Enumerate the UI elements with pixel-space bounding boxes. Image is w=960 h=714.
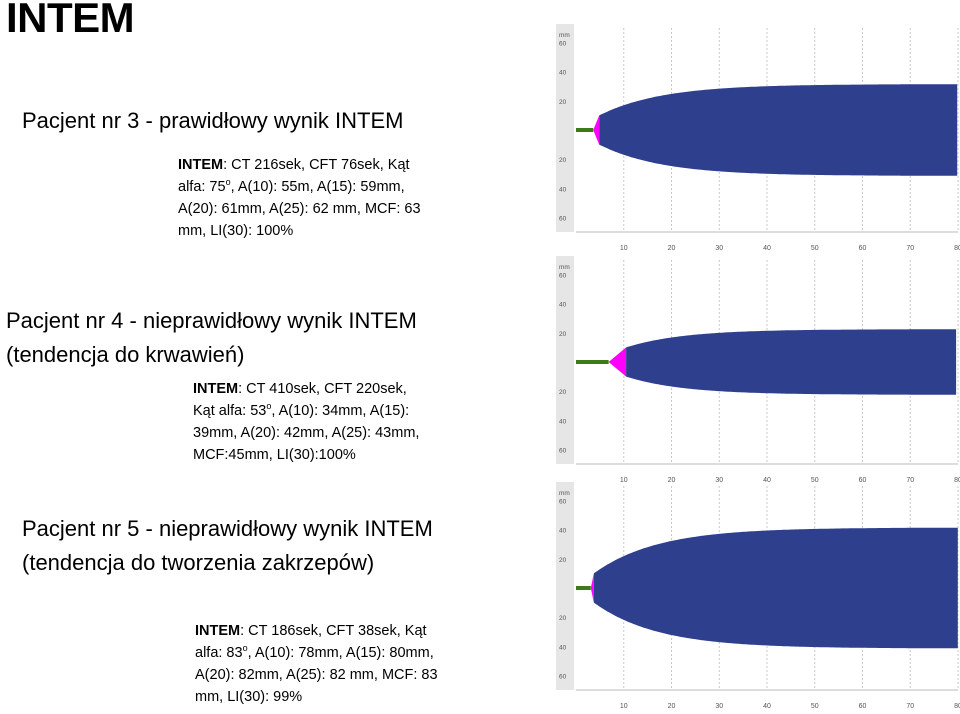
x-tick-label: 10 — [620, 477, 628, 484]
cft-wedge — [608, 347, 627, 377]
detail-text: alfa: 75 — [178, 179, 226, 195]
patient-4-heading-line: Pacjent nr 4 - nieprawidłowy wynik INTEM — [6, 308, 417, 333]
x-tick-label: 10 — [620, 245, 628, 252]
x-tick-label: 30 — [715, 245, 723, 252]
y-tick-label: 20 — [559, 99, 567, 106]
y-tick-label: 40 — [559, 186, 567, 193]
detail-line: 39mm, A(20): 42mm, A(25): 43mm, — [193, 425, 420, 441]
x-tick-label: 20 — [668, 477, 676, 484]
patient-3-rotem-trace: 10 20 30 40 50 60 70 80 mm 60 40 20 20 40 60 — [556, 24, 960, 256]
degree-sup: o — [242, 643, 248, 654]
trace-svg: 10 20 30 40 50 60 70 80 mm 60 40 20 20 40 60 — [556, 482, 960, 714]
y-tick-label: mm — [559, 264, 570, 271]
x-tick-label: 60 — [859, 703, 867, 710]
y-tick-label: 20 — [559, 331, 567, 338]
x-tick-label: 50 — [811, 703, 819, 710]
clot-trace — [599, 84, 958, 176]
y-tick-label: 40 — [559, 644, 567, 651]
detail-line: INTEM: CT 186sek, CFT 38sek, Kąt — [195, 620, 438, 642]
patient-4-heading-line: (tendencja do krwawień) — [6, 342, 245, 367]
patient-5-details: INTEM: CT 186sek, CFT 38sek, Kąt alfa: 8… — [195, 620, 438, 708]
cft-wedge — [590, 573, 594, 603]
intem-label: INTEM — [178, 157, 224, 173]
y-tick-label: mm — [559, 490, 570, 497]
y-tick-label: 60 — [559, 215, 567, 222]
detail-line: A(20): 82mm, A(25): 82 mm, MCF: 83 — [195, 667, 438, 683]
clot-trace — [626, 329, 957, 395]
clot-trace — [593, 527, 958, 649]
detail-line: INTEM: CT 216sek, CFT 76sek, Kąt — [178, 154, 421, 176]
patient-5-heading-line: (tendencja do tworzenia zakrzepów) — [22, 550, 375, 575]
detail-text: , A(10): 78mm, A(15): 80mm, — [247, 645, 434, 661]
detail-text: : CT 410sek, CFT 220sek, — [238, 381, 407, 397]
y-tick-label: 60 — [559, 499, 567, 506]
y-tick-label: 40 — [559, 70, 567, 77]
detail-line: alfa: 83o, A(10): 78mm, A(15): 80mm, — [195, 642, 438, 664]
x-tick-label: 50 — [811, 245, 819, 252]
x-tick-label: 60 — [859, 245, 867, 252]
y-scale-strip — [556, 482, 574, 690]
trace-svg: 10 20 30 40 50 60 70 80 mm 60 40 20 20 40 60 — [556, 24, 960, 256]
patient-3-heading-line: Pacjent nr 3 - prawidłowy wynik INTEM — [22, 108, 404, 133]
y-tick-label: 40 — [559, 302, 567, 309]
patient-5-heading-line: Pacjent nr 5 - nieprawidłowy wynik INTEM — [22, 516, 433, 541]
y-tick-label: 20 — [559, 615, 567, 622]
y-tick-label: 60 — [559, 273, 567, 280]
intem-label: INTEM — [193, 381, 239, 397]
detail-text: , A(10): 34mm, A(15): — [271, 403, 410, 419]
x-tick-label: 30 — [715, 703, 723, 710]
x-tick-label: 30 — [715, 477, 723, 484]
x-tick-label: 80 — [954, 245, 960, 252]
detail-line: Kąt alfa: 53o, A(10): 34mm, A(15): — [193, 400, 419, 422]
y-tick-label: 20 — [559, 389, 567, 396]
y-tick-label: 60 — [559, 41, 567, 48]
y-tick-label: 60 — [559, 673, 567, 680]
detail-line: A(20): 61mm, A(25): 62 mm, MCF: 63 — [178, 201, 421, 217]
patient-4-rotem-trace: 10 20 30 40 50 60 70 80 mm 60 40 20 20 40 60 — [556, 256, 960, 488]
y-scale-strip — [556, 24, 574, 232]
detail-text: : CT 186sek, CFT 38sek, Kąt — [240, 623, 427, 639]
y-tick-label: mm — [559, 32, 570, 39]
x-tick-label: 70 — [906, 477, 914, 484]
cft-wedge — [593, 115, 600, 145]
detail-line: mm, LI(30): 99% — [195, 689, 303, 705]
detail-text: Kąt alfa: 53 — [193, 403, 267, 419]
y-tick-label: 20 — [559, 157, 567, 164]
x-tick-label: 20 — [668, 703, 676, 710]
x-tick-label: 40 — [763, 703, 771, 710]
detail-line: alfa: 75o, A(10): 55m, A(15): 59mm, — [178, 176, 421, 198]
x-tick-label: 70 — [906, 245, 914, 252]
x-tick-label: 50 — [811, 477, 819, 484]
detail-line: mm, LI(30): 100% — [178, 223, 294, 239]
y-scale-strip — [556, 256, 574, 464]
x-tick-label: 20 — [668, 245, 676, 252]
detail-text: , A(10): 55m, A(15): 59mm, — [230, 179, 405, 195]
patient-3-details: INTEM: CT 216sek, CFT 76sek, Kąt alfa: 7… — [178, 154, 421, 242]
patient-5-heading: Pacjent nr 5 - nieprawidłowy wynik INTEM… — [22, 512, 433, 580]
degree-sup: o — [225, 177, 231, 188]
y-tick-label: 40 — [559, 418, 567, 425]
x-tick-label: 80 — [954, 477, 960, 484]
patient-5-rotem-trace: 10 20 30 40 50 60 70 80 mm 60 40 20 20 40 60 — [556, 482, 960, 714]
x-tick-label: 40 — [763, 477, 771, 484]
y-tick-label: 20 — [559, 557, 567, 564]
detail-line: INTEM: CT 410sek, CFT 220sek, — [193, 378, 419, 400]
x-tick-label: 70 — [906, 703, 914, 710]
trace-svg: 10 20 30 40 50 60 70 80 mm 60 40 20 20 40 60 — [556, 256, 960, 488]
detail-line: MCF:45mm, LI(30):100% — [193, 447, 356, 463]
patient-3-heading: Pacjent nr 3 - prawidłowy wynik INTEM — [22, 104, 403, 138]
x-tick-label: 60 — [859, 477, 867, 484]
degree-sup: o — [266, 401, 272, 412]
detail-text: : CT 216sek, CFT 76sek, Kąt — [223, 157, 410, 173]
intem-label: INTEM — [195, 623, 241, 639]
x-tick-label: 40 — [763, 245, 771, 252]
x-tick-label: 10 — [620, 703, 628, 710]
x-tick-label: 80 — [954, 703, 960, 710]
detail-text: alfa: 83 — [195, 645, 243, 661]
y-tick-label: 40 — [559, 528, 567, 535]
page-title: INTEM — [6, 0, 135, 41]
patient-4-heading: Pacjent nr 4 - nieprawidłowy wynik INTEM… — [6, 304, 417, 372]
y-tick-label: 60 — [559, 447, 567, 454]
patient-4-details: INTEM: CT 410sek, CFT 220sek, Kąt alfa: … — [193, 378, 419, 466]
